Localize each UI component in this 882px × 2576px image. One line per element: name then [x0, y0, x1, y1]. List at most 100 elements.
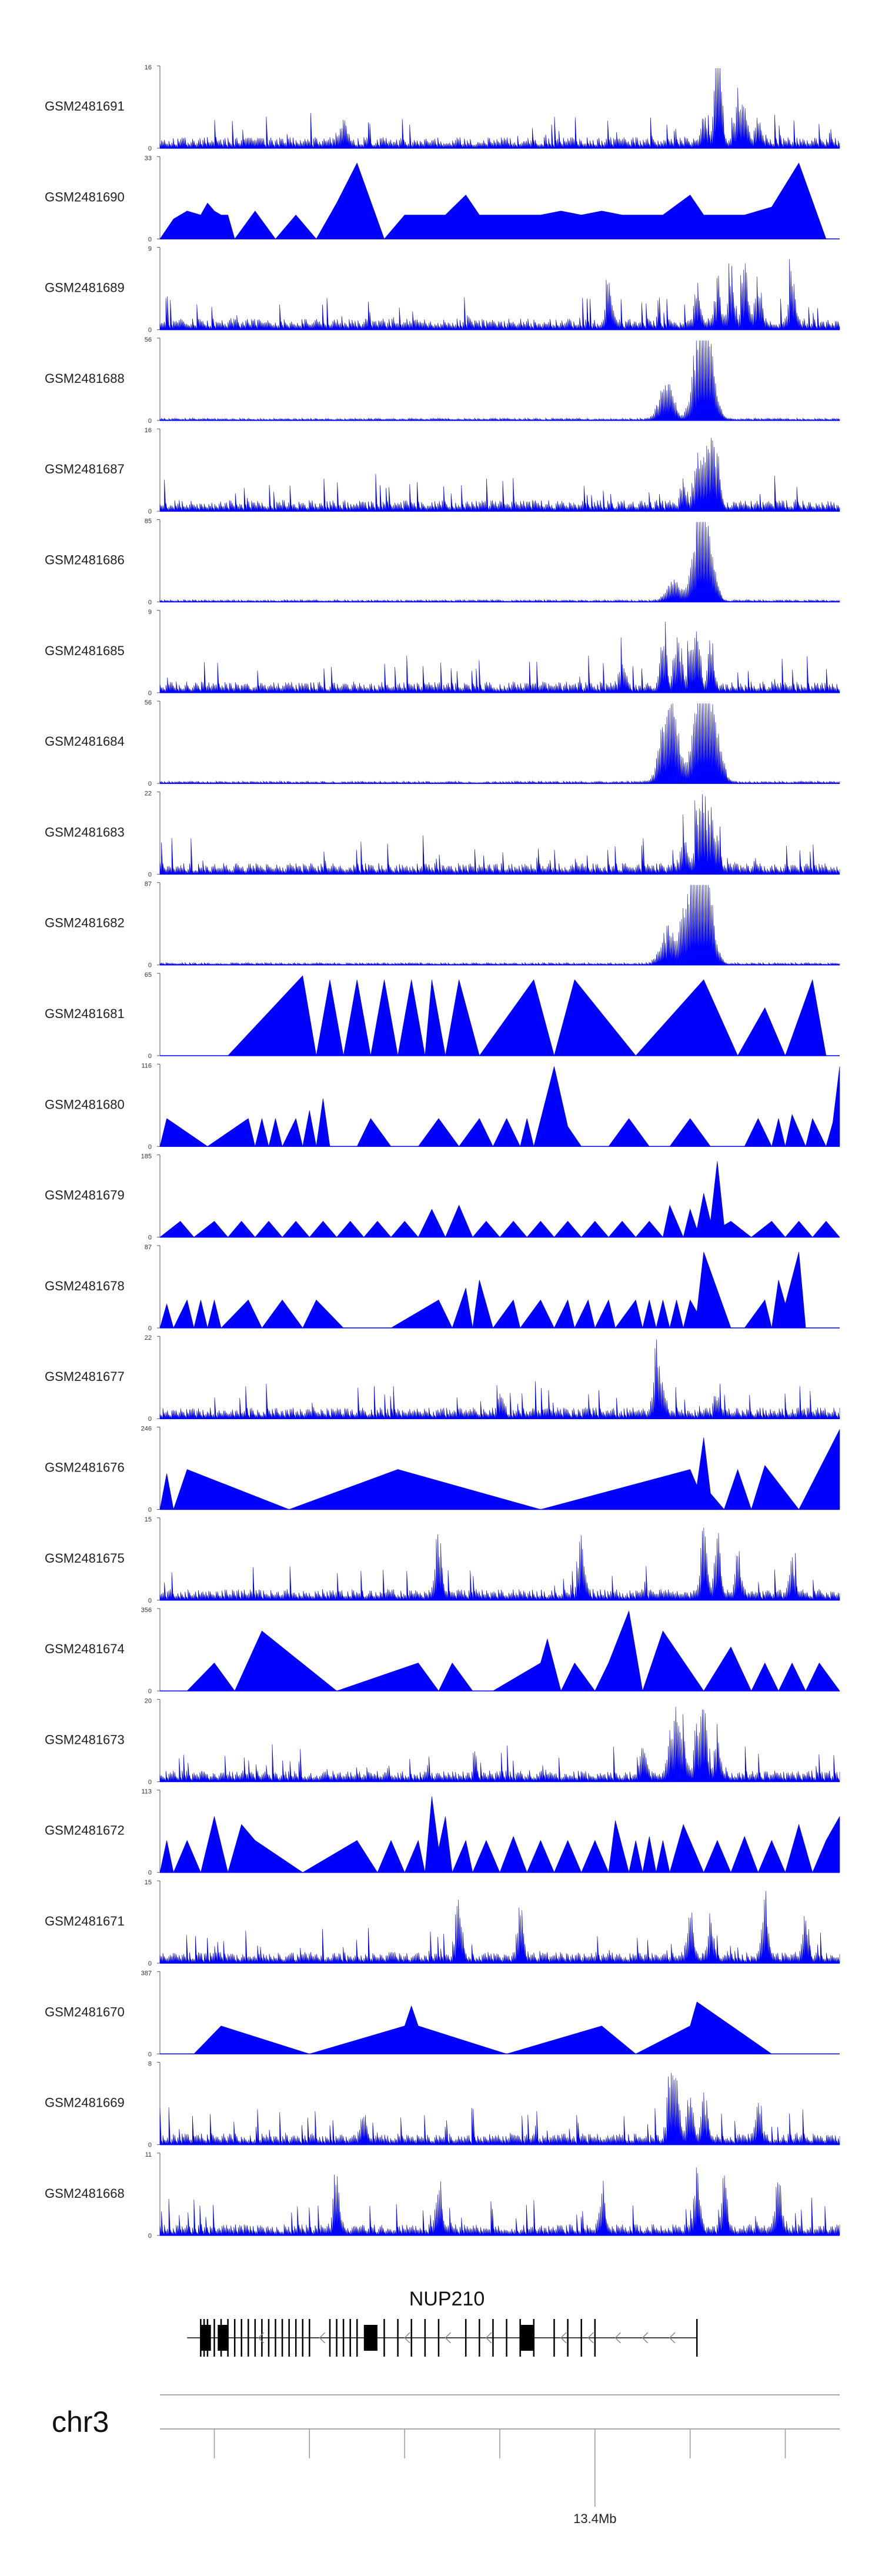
- track-GSM2481687: GSM2481687 16 0: [45, 427, 840, 515]
- y-min-label: 0: [148, 1597, 152, 1604]
- track-label: GSM2481682: [45, 916, 125, 930]
- track-GSM2481671: GSM2481671 15 0: [45, 1879, 840, 1967]
- track-GSM2481688: GSM2481688 56 0: [45, 336, 840, 425]
- y-min-label: 0: [148, 2051, 152, 2058]
- track-GSM2481675: GSM2481675 15 0: [45, 1516, 840, 1604]
- coverage-area: [159, 259, 840, 330]
- y-max-label: 56: [145, 699, 152, 706]
- track-GSM2481686: GSM2481686 85 0: [45, 518, 840, 606]
- coverage-area: [159, 162, 827, 239]
- track-GSM2481670: GSM2481670 387 0: [45, 1970, 840, 2058]
- y-min-label: 0: [148, 599, 152, 606]
- gene-exon-block: [520, 2325, 534, 2351]
- track-GSM2481690: GSM2481690 33 0: [45, 155, 840, 243]
- y-min-label: 0: [148, 2233, 152, 2240]
- y-max-label: 16: [145, 64, 152, 71]
- y-min-label: 0: [148, 780, 152, 788]
- y-max-label: 356: [141, 1607, 152, 1614]
- track-GSM2481677: GSM2481677 22 0: [45, 1334, 840, 1423]
- track-label: GSM2481687: [45, 462, 125, 476]
- y-max-label: 387: [141, 1970, 152, 1977]
- coverage-area: [227, 975, 827, 1057]
- track-label: GSM2481674: [45, 1641, 125, 1656]
- track-label: GSM2481680: [45, 1097, 125, 1112]
- y-max-label: 9: [148, 246, 152, 253]
- coverage-area: [159, 2167, 840, 2236]
- y-min-label: 0: [148, 962, 152, 969]
- track-label: GSM2481686: [45, 553, 125, 568]
- y-max-label: 56: [145, 336, 152, 343]
- coverage-area: [159, 1891, 840, 1964]
- coverage-area: [159, 1706, 840, 1782]
- y-max-label: 15: [145, 1516, 152, 1523]
- coverage-area: [159, 438, 840, 512]
- strand-arrow: [258, 2332, 265, 2344]
- y-max-label: 22: [145, 1334, 152, 1342]
- track-label: GSM2481688: [45, 371, 125, 386]
- track-GSM2481674: GSM2481674 356 0: [45, 1607, 840, 1695]
- gene-exon-block: [218, 2325, 228, 2351]
- track-GSM2481681: GSM2481681 65 0: [45, 972, 840, 1060]
- track-label: GSM2481679: [45, 1188, 125, 1203]
- track-label: GSM2481691: [45, 99, 125, 114]
- y-min-label: 0: [148, 145, 152, 152]
- track-GSM2481669: GSM2481669 8 0: [45, 2061, 840, 2149]
- track-GSM2481673: GSM2481673 20 0: [45, 1697, 840, 1786]
- track-label: GSM2481675: [45, 1551, 125, 1566]
- track-label: GSM2481670: [45, 2004, 125, 2019]
- y-min-label: 0: [148, 1234, 152, 1242]
- track-GSM2481684: GSM2481684 56 0: [45, 699, 840, 788]
- coverage-area: [159, 885, 840, 966]
- y-min-label: 0: [148, 871, 152, 878]
- coverage-area: [159, 68, 840, 149]
- y-max-label: 20: [145, 1697, 152, 1704]
- y-min-label: 0: [148, 1416, 152, 1423]
- track-label: GSM2481672: [45, 1823, 125, 1838]
- track-label: GSM2481673: [45, 1732, 125, 1747]
- y-min-label: 0: [148, 2142, 152, 2149]
- track-GSM2481689: GSM2481689 9 0: [45, 246, 840, 334]
- y-min-label: 0: [148, 1870, 152, 1877]
- y-max-label: 11: [145, 2151, 152, 2158]
- track-label: GSM2481671: [45, 1914, 125, 1928]
- strand-arrow: [642, 2332, 649, 2344]
- strand-arrow: [404, 2332, 410, 2344]
- y-min-label: 0: [148, 1778, 152, 1786]
- y-min-label: 0: [148, 327, 152, 334]
- y-max-label: 246: [141, 1426, 152, 1433]
- track-label: GSM2481683: [45, 825, 125, 839]
- coverage-area: [159, 622, 840, 693]
- y-min-label: 0: [148, 1325, 152, 1332]
- y-max-label: 65: [145, 972, 152, 979]
- track-GSM2481679: GSM2481679 185 0: [45, 1153, 840, 1242]
- strand-arrow: [445, 2332, 452, 2344]
- y-max-label: 15: [145, 1879, 152, 1886]
- gene-exon-block: [201, 2325, 211, 2351]
- track-GSM2481678: GSM2481678 87 0: [45, 1244, 840, 1332]
- y-max-label: 8: [148, 2061, 152, 2068]
- strand-arrow: [587, 2332, 594, 2344]
- track-GSM2481680: GSM2481680 116 0: [45, 1062, 840, 1150]
- track-label: GSM2481681: [45, 1006, 125, 1021]
- coverage-area: [159, 340, 840, 421]
- y-max-label: 185: [141, 1153, 152, 1160]
- coverage-area: [159, 1339, 840, 1419]
- y-min-label: 0: [148, 1143, 152, 1150]
- strand-arrow: [319, 2332, 326, 2344]
- y-min-label: 0: [148, 1960, 152, 1967]
- y-max-label: 87: [145, 1244, 152, 1251]
- y-min-label: 0: [148, 1053, 152, 1060]
- y-min-label: 0: [148, 508, 152, 515]
- strand-arrow: [560, 2332, 567, 2344]
- track-label: GSM2481676: [45, 1460, 125, 1475]
- gene-exon-block: [363, 2325, 377, 2351]
- y-min-label: 0: [148, 236, 152, 243]
- coverage-area: [159, 794, 840, 875]
- y-max-label: 9: [148, 609, 152, 616]
- track-label: GSM2481677: [45, 1369, 125, 1384]
- y-max-label: 22: [145, 790, 152, 797]
- coverage-area: [159, 1429, 840, 1510]
- track-GSM2481685: GSM2481685 9 0: [45, 609, 840, 697]
- y-max-label: 85: [145, 518, 152, 525]
